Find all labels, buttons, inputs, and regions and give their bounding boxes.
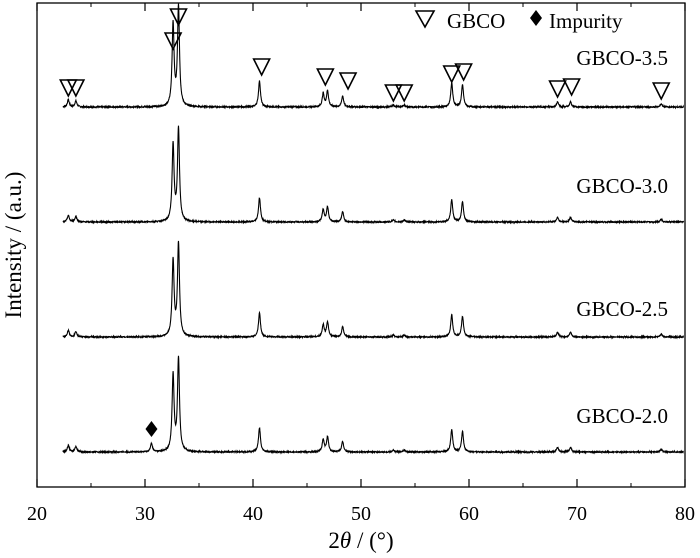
trace-GBCO-3.5 xyxy=(62,3,685,110)
axis-ticks xyxy=(36,3,686,487)
series-label-GBCO-2.5: GBCO-2.5 xyxy=(576,297,668,321)
gbco-peak-marker xyxy=(163,32,183,51)
gbco-peak-marker xyxy=(651,82,671,101)
gbco-peak-marker xyxy=(384,84,403,103)
gbco-peak-marker xyxy=(169,8,188,27)
legend-gbco-label: GBCO xyxy=(447,9,505,33)
x-tick-label: 80 xyxy=(675,503,695,525)
x-tick-label: 40 xyxy=(243,503,263,525)
series-labels: GBCO-3.5 GBCO-3.0 GBCO-2.5 GBCO-2.0 xyxy=(576,46,668,428)
series-label-GBCO-2.0: GBCO-2.0 xyxy=(576,404,668,428)
pattern-traces xyxy=(62,3,685,455)
x-tick-label: 50 xyxy=(351,503,371,525)
gbco-peak-marker xyxy=(562,78,581,97)
trace-GBCO-2.5 xyxy=(62,240,685,340)
gbco-peak-marker xyxy=(548,80,567,99)
gbco-peak-marker xyxy=(66,79,86,98)
x-tick-label: 70 xyxy=(567,503,587,525)
impurity-peak-marker xyxy=(145,421,158,437)
gbco-peak-marker xyxy=(394,84,414,103)
legend: GBCO Impurity xyxy=(414,9,623,33)
gbco-peak-marker xyxy=(338,72,358,91)
legend-impurity-label: Impurity xyxy=(549,9,623,33)
x-tick-labels: 20 30 40 50 60 70 80 xyxy=(27,503,695,525)
gbco-peak-marker xyxy=(252,58,271,77)
series-label-GBCO-3.0: GBCO-3.0 xyxy=(576,174,668,198)
trace-GBCO-2.0 xyxy=(62,355,684,455)
trace-GBCO-3.0 xyxy=(62,125,685,225)
x-tick-label: 30 xyxy=(135,503,155,525)
series-label-GBCO-3.5: GBCO-3.5 xyxy=(576,46,668,70)
gbco-peak-marker xyxy=(442,65,462,84)
x-tick-label: 20 xyxy=(27,503,47,525)
x-axis-label: 2θ / (°) xyxy=(328,528,393,553)
gbco-peak-marker xyxy=(454,63,473,82)
x-tick-label: 60 xyxy=(459,503,479,525)
y-axis-label: Intensity / (a.u.) xyxy=(1,172,26,319)
legend-impurity-marker-icon xyxy=(530,10,542,26)
gbco-peak-marker xyxy=(316,68,335,87)
legend-gbco-marker-icon xyxy=(414,10,436,29)
peak-markers xyxy=(59,8,671,437)
